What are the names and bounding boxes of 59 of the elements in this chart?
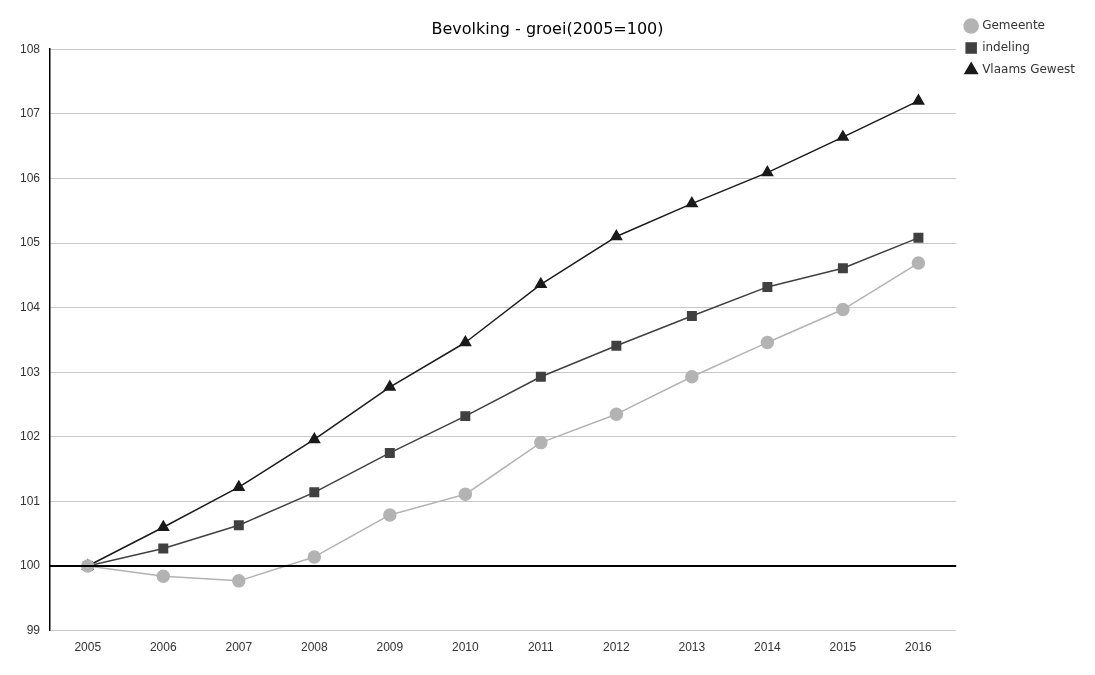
point (685, 196, 698, 208)
x-tick-label: 2005 (74, 640, 102, 655)
y-tick-label: 100 (19, 558, 41, 573)
x-tick-label: 2014 (754, 640, 782, 655)
point (307, 550, 322, 564)
x-tick-label: 2009 (376, 640, 404, 655)
y-tick-label: 101 (19, 493, 41, 508)
point (156, 569, 171, 584)
x-tick-label: 2010 (451, 640, 479, 655)
point (157, 520, 170, 531)
point (534, 277, 547, 289)
x-tick-label: 2011 (527, 640, 555, 655)
x-tick-label: 2016 (905, 640, 933, 655)
legend-label: indeling (982, 40, 1030, 55)
point (535, 371, 546, 382)
point (760, 335, 775, 350)
x-tick-label: 2007 (225, 640, 253, 655)
x-tick-label: 2012 (603, 640, 631, 655)
point (459, 335, 472, 347)
point (912, 94, 925, 105)
y-tick-label: 107 (19, 106, 41, 121)
point (534, 435, 548, 450)
y-tick-label: 99 (26, 622, 41, 637)
point (610, 229, 623, 241)
point (686, 311, 697, 321)
legend-label: Gemeente (982, 18, 1045, 33)
x-tick-label: 2008 (300, 640, 328, 655)
point (309, 487, 320, 498)
point (383, 380, 396, 391)
point (761, 165, 774, 177)
x-tick-label: 2015 (829, 640, 857, 655)
point (232, 480, 245, 491)
point (233, 520, 244, 531)
y-tick-label: 105 (19, 235, 41, 250)
y-tick-label: 102 (19, 429, 41, 444)
point (460, 411, 471, 422)
y-tick-label: 108 (19, 41, 41, 56)
point (836, 302, 850, 317)
point (308, 432, 321, 444)
legend-label: Vlaams Gewest (982, 62, 1076, 77)
point (762, 281, 773, 292)
y-tick-label: 104 (19, 299, 41, 314)
point (611, 340, 622, 351)
point (911, 256, 926, 270)
y-tick-label: 106 (19, 170, 41, 185)
point (836, 130, 849, 141)
point (685, 369, 699, 384)
point (158, 543, 169, 554)
point (458, 487, 473, 502)
point (837, 263, 848, 274)
point (383, 508, 397, 522)
x-tick-label: 2006 (149, 640, 177, 655)
point (384, 447, 395, 458)
point (913, 232, 924, 243)
point (609, 407, 624, 421)
point (232, 574, 246, 588)
y-tick-label: 103 (19, 364, 41, 379)
chart-title: Bevolking - groei(2005=100) (431, 18, 664, 38)
x-tick-label: 2013 (678, 640, 706, 655)
